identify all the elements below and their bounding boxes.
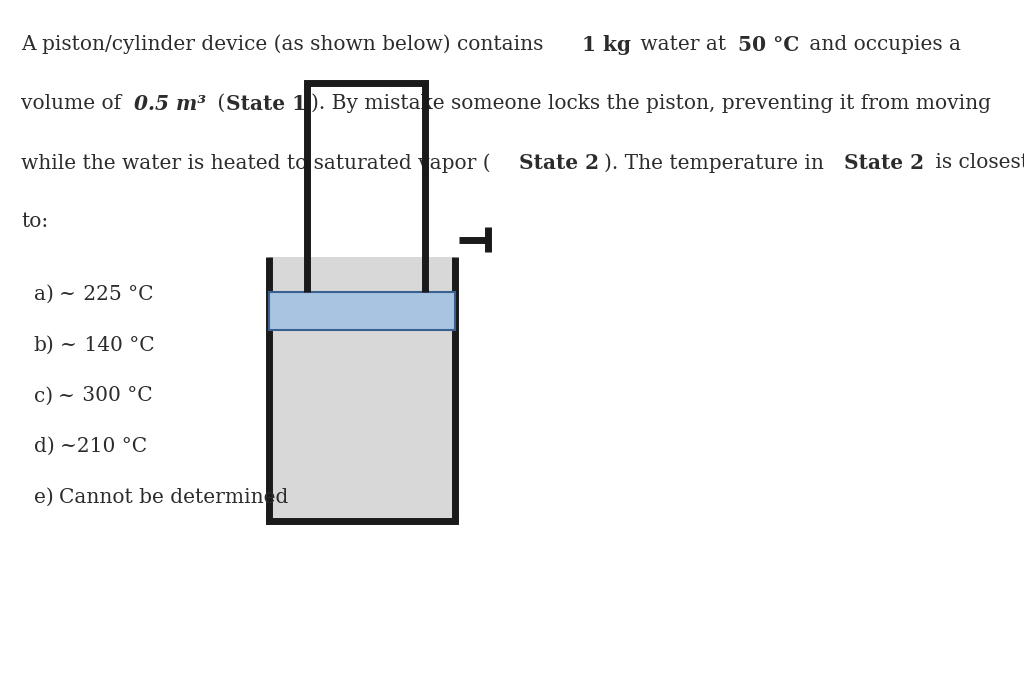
Text: 1 kg: 1 kg [582,35,631,55]
Text: d): d) [34,437,54,456]
Bar [269,292,455,330]
Text: ~: ~ [59,336,77,354]
Text: ~210 °C: ~210 °C [59,437,147,456]
Text: (: ( [211,94,225,113]
Text: 225 °C: 225 °C [77,285,154,304]
Text: 50 °C: 50 °C [738,35,800,55]
Text: 300 °C: 300 °C [76,386,153,405]
Text: while the water is heated to saturated vapor (: while the water is heated to saturated v… [22,153,490,172]
Text: volume of: volume of [22,94,128,113]
Text: ~: ~ [58,386,75,405]
Text: a): a) [34,285,53,304]
Text: 0.5 m³: 0.5 m³ [134,94,206,114]
Bar [269,257,455,521]
Text: water at: water at [634,35,732,54]
Text: 140 °C: 140 °C [78,336,155,354]
Text: to:: to: [22,212,48,231]
Text: and occupies a: and occupies a [804,35,962,54]
Text: A piston/cylinder device (as shown below) contains: A piston/cylinder device (as shown below… [22,35,550,54]
Text: b): b) [34,336,54,354]
Text: ). By mistake someone locks the piston, preventing it from moving: ). By mistake someone locks the piston, … [310,94,990,113]
Text: e): e) [34,488,53,507]
Text: is closest: is closest [929,153,1024,172]
Text: Cannot be determined: Cannot be determined [58,488,288,507]
Text: ). The temperature in: ). The temperature in [604,153,830,172]
Text: ~: ~ [59,285,76,304]
Text: State 1: State 1 [225,94,306,114]
Text: c): c) [34,386,53,405]
Text: State 2: State 2 [844,153,924,173]
Text: State 2: State 2 [519,153,599,173]
